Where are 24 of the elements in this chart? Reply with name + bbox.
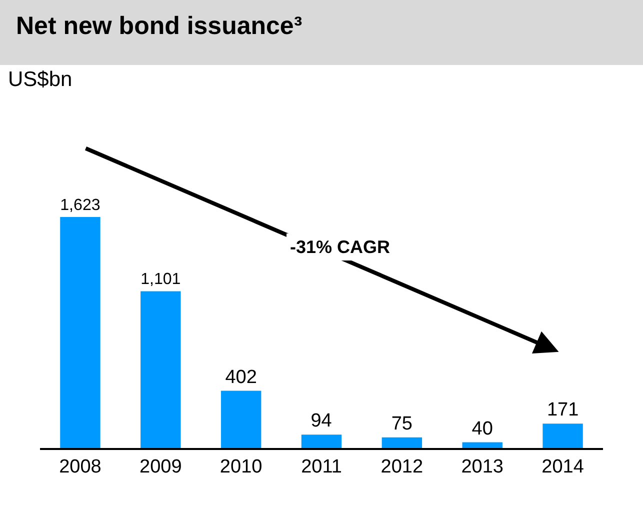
data-label: 75 — [391, 413, 412, 434]
annotation: -31% CAGR — [290, 237, 390, 257]
bar — [382, 437, 422, 448]
bar — [220, 390, 262, 448]
bar — [542, 424, 583, 448]
x-tick-label: 2008 — [59, 456, 102, 478]
chart-title: Net new bond issuance³ — [0, 0, 643, 65]
data-label: 402 — [225, 366, 257, 388]
x-tick-label: 2009 — [140, 456, 182, 478]
data-label: 1,623 — [60, 196, 100, 214]
bar — [462, 442, 502, 448]
bar — [60, 217, 100, 448]
x-tick-label: 2011 — [301, 456, 342, 478]
data-label: 1,101 — [140, 270, 181, 288]
data-label: 94 — [310, 410, 332, 432]
x-tick-label: 2014 — [542, 456, 584, 478]
data-label: 40 — [472, 418, 493, 440]
text: US$bn — [8, 68, 72, 91]
data-label: 171 — [546, 400, 579, 421]
x-tick-label: 2012 — [380, 456, 424, 478]
bar — [140, 291, 181, 448]
x-tick-label: 2013 — [461, 456, 504, 478]
x-tick-label: 2010 — [220, 456, 262, 478]
bar — [301, 434, 342, 448]
